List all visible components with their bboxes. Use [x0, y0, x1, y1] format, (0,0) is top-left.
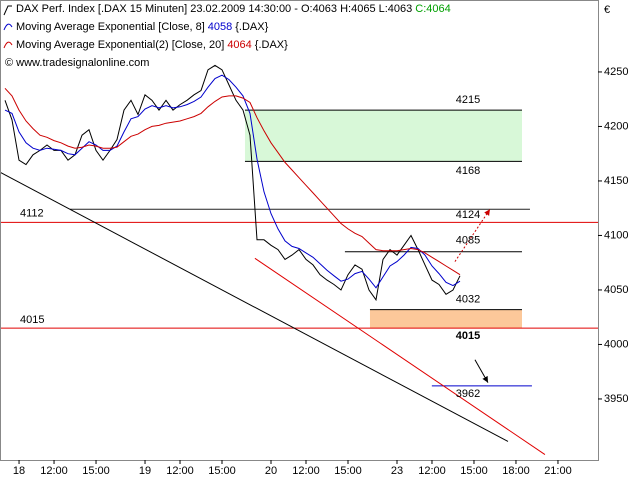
- x-tick-label: 12:00: [292, 465, 320, 477]
- icon: [3, 41, 13, 49]
- level-label: 4124: [456, 209, 480, 221]
- level-label: 4085: [456, 235, 480, 247]
- arrow: [454, 209, 491, 262]
- icon: [3, 5, 12, 16]
- y-tick-label: 4200: [604, 120, 628, 132]
- zone: [244, 110, 522, 162]
- level-label: 4168: [456, 165, 480, 177]
- close-label: C:4064: [415, 3, 450, 15]
- x-tick-label: 12:00: [166, 465, 194, 477]
- legend-value: 4058: [208, 21, 232, 33]
- x-tick-label: 20: [265, 465, 277, 477]
- x-tick-label: 15:00: [460, 465, 488, 477]
- legend-name: Moving Average Exponential [Close, 8]: [16, 21, 205, 33]
- level-label: 4032: [456, 293, 480, 305]
- currency: €: [604, 4, 610, 16]
- x-tick-label: 15:00: [334, 465, 362, 477]
- plot-area: [0, 64, 598, 455]
- level-label: 4015: [20, 314, 44, 326]
- x-tick-label: 12:00: [40, 465, 68, 477]
- y-tick-label: 4100: [604, 229, 628, 241]
- series-line: [4, 87, 461, 276]
- zone: [369, 309, 522, 329]
- arrow: [474, 359, 489, 383]
- y-tick-label: 4050: [604, 284, 628, 296]
- legend-name: Moving Average Exponential(2) [Close, 20…: [16, 39, 224, 51]
- x-tick-label: 23: [391, 465, 403, 477]
- y-tick-label: 4250: [604, 66, 628, 78]
- y-tick-label: 3950: [604, 393, 628, 405]
- plot-frame: [0, 0, 599, 461]
- title-text: DAX Perf. Index [.DAX 15 Minuten] 23.02.…: [16, 3, 412, 15]
- chart-title: DAX Perf. Index [.DAX 15 Minuten] 23.02.…: [16, 3, 451, 15]
- header: DAX Perf. Index [.DAX 15 Minuten] 23.02.…: [3, 3, 610, 69]
- series-line: [4, 64, 461, 302]
- level-label: 4112: [20, 207, 44, 219]
- legend-entry: Moving Average Exponential [Close, 8] 405…: [16, 21, 269, 33]
- x-tick-label: 18:00: [502, 465, 530, 477]
- legend-entry: Moving Average Exponential(2) [Close, 20…: [16, 39, 288, 51]
- x-tick-label: 12:00: [418, 465, 446, 477]
- x-tick-label: 15:00: [208, 465, 236, 477]
- x-tick-label: 19: [139, 465, 151, 477]
- level-label: 4015: [456, 330, 480, 342]
- x-tick-label: 21:00: [544, 465, 572, 477]
- x-tick-label: 18: [13, 465, 25, 477]
- level-label: 3962: [456, 388, 480, 400]
- legend-symbol: {.DAX}: [235, 21, 268, 33]
- legend-value: 4064: [227, 39, 251, 51]
- trend-line: [0, 171, 509, 442]
- x-tick-label: 15:00: [82, 465, 110, 477]
- series-line: [4, 74, 461, 289]
- icon: [3, 23, 13, 31]
- y-tick-label: 4000: [604, 338, 628, 350]
- level-label: 4215: [456, 94, 480, 106]
- copyright: © www.tradesignalonline.com: [5, 57, 149, 69]
- trend-line: [254, 257, 546, 455]
- legend-symbol: {.DAX}: [255, 39, 288, 51]
- y-tick-label: 4150: [604, 175, 628, 187]
